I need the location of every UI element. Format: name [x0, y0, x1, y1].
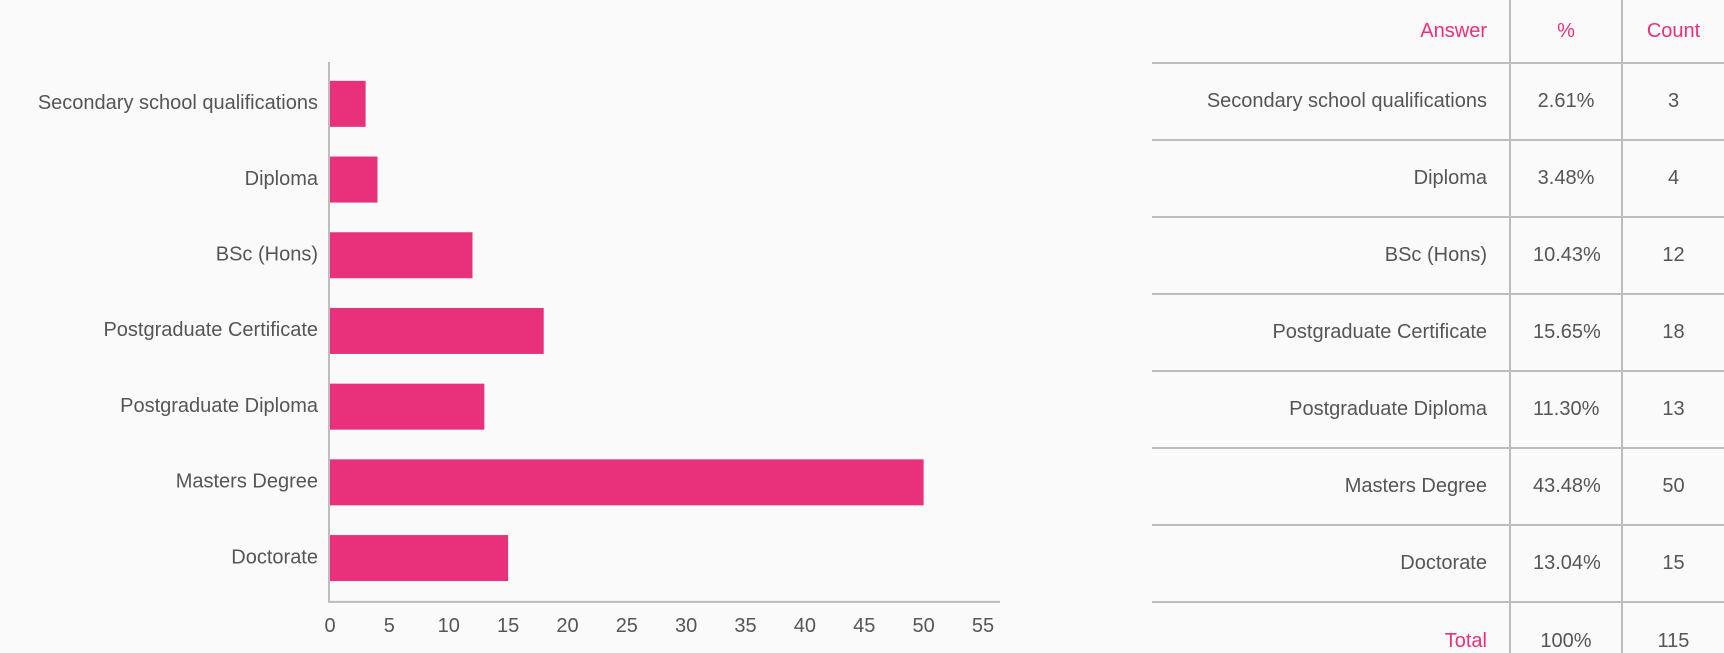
- x-tick-label: 10: [438, 615, 460, 637]
- summary-table-container: Answer % Count Secondary school qualific…: [1152, 0, 1724, 653]
- table-row: Masters Degree 43.48% 50: [1152, 447, 1724, 525]
- table-row: Doctorate 13.04% 15: [1152, 524, 1724, 602]
- category-label: BSc (Hons): [216, 244, 318, 266]
- row-count: 12: [1621, 216, 1724, 294]
- total-label: Total: [1152, 601, 1510, 653]
- bar: [330, 535, 509, 582]
- x-tick-label: 30: [675, 615, 697, 637]
- table-total-row: Total 100% 115: [1152, 601, 1724, 653]
- bar: [330, 307, 544, 354]
- x-tick-label: 25: [616, 615, 638, 637]
- x-tick-label: 5: [384, 615, 395, 637]
- row-count: 13: [1621, 370, 1724, 448]
- table-row: Secondary school qualifications 2.61% 3: [1152, 62, 1724, 140]
- row-count: 3: [1621, 62, 1724, 140]
- header-count: Count: [1621, 0, 1724, 63]
- row-answer: Postgraduate Diploma: [1152, 370, 1510, 448]
- x-tick-label: 0: [324, 615, 335, 637]
- table-row: BSc (Hons) 10.43% 12: [1152, 216, 1724, 294]
- x-tick-label: 50: [913, 615, 935, 637]
- row-percent: 43.48%: [1509, 447, 1622, 525]
- table-row: Postgraduate Certificate 15.65% 18: [1152, 293, 1724, 371]
- row-count: 15: [1621, 524, 1724, 602]
- table-row: Postgraduate Diploma 11.30% 13: [1152, 370, 1724, 448]
- row-percent: 2.61%: [1509, 62, 1622, 140]
- row-count: 4: [1621, 139, 1724, 217]
- x-tick-label: 35: [734, 615, 756, 637]
- row-percent: 13.04%: [1509, 524, 1622, 602]
- total-percent: 100%: [1509, 601, 1622, 653]
- bar-chart: Secondary school qualifications Diploma BS…: [38, 62, 1000, 637]
- header-percent: %: [1509, 0, 1622, 63]
- bar: [330, 383, 485, 430]
- row-answer: Postgraduate Certificate: [1152, 293, 1510, 371]
- category-label: Postgraduate Certificate: [103, 319, 318, 341]
- row-percent: 15.65%: [1509, 293, 1622, 371]
- bars-layer: [330, 80, 924, 582]
- row-answer: Doctorate: [1152, 524, 1510, 602]
- category-label: Doctorate: [231, 546, 318, 568]
- bar: [330, 80, 366, 127]
- row-answer: Secondary school qualifications: [1152, 62, 1510, 140]
- row-percent: 3.48%: [1509, 139, 1622, 217]
- row-percent: 11.30%: [1509, 370, 1622, 448]
- x-tick-label: 20: [556, 615, 578, 637]
- category-labels: Secondary school qualifications Diploma BS…: [38, 92, 319, 568]
- category-label: Masters Degree: [176, 471, 318, 493]
- row-answer: Masters Degree: [1152, 447, 1510, 525]
- total-count: 115: [1621, 601, 1724, 653]
- row-count: 18: [1621, 293, 1724, 371]
- summary-table: Answer % Count Secondary school qualific…: [1152, 0, 1724, 653]
- table-row: Diploma 3.48% 4: [1152, 139, 1724, 217]
- bar: [330, 459, 924, 506]
- x-tick-label: 55: [972, 615, 994, 637]
- table-header-row: Answer % Count: [1152, 0, 1724, 63]
- x-tick-label: 40: [794, 615, 816, 637]
- category-label: Postgraduate Diploma: [120, 395, 319, 417]
- bar: [330, 232, 473, 279]
- category-label: Diploma: [245, 168, 319, 190]
- row-answer: Diploma: [1152, 139, 1510, 217]
- x-tick-labels: 0 5 10 15 20 25 30 35 40 45 50 55: [324, 615, 994, 637]
- row-answer: BSc (Hons): [1152, 216, 1510, 294]
- x-tick-label: 45: [853, 615, 875, 637]
- x-tick-label: 15: [497, 615, 519, 637]
- row-percent: 10.43%: [1509, 216, 1622, 294]
- header-answer: Answer: [1420, 19, 1487, 42]
- bar: [330, 156, 378, 203]
- row-count: 50: [1621, 447, 1724, 525]
- category-label: Secondary school qualifications: [38, 92, 318, 114]
